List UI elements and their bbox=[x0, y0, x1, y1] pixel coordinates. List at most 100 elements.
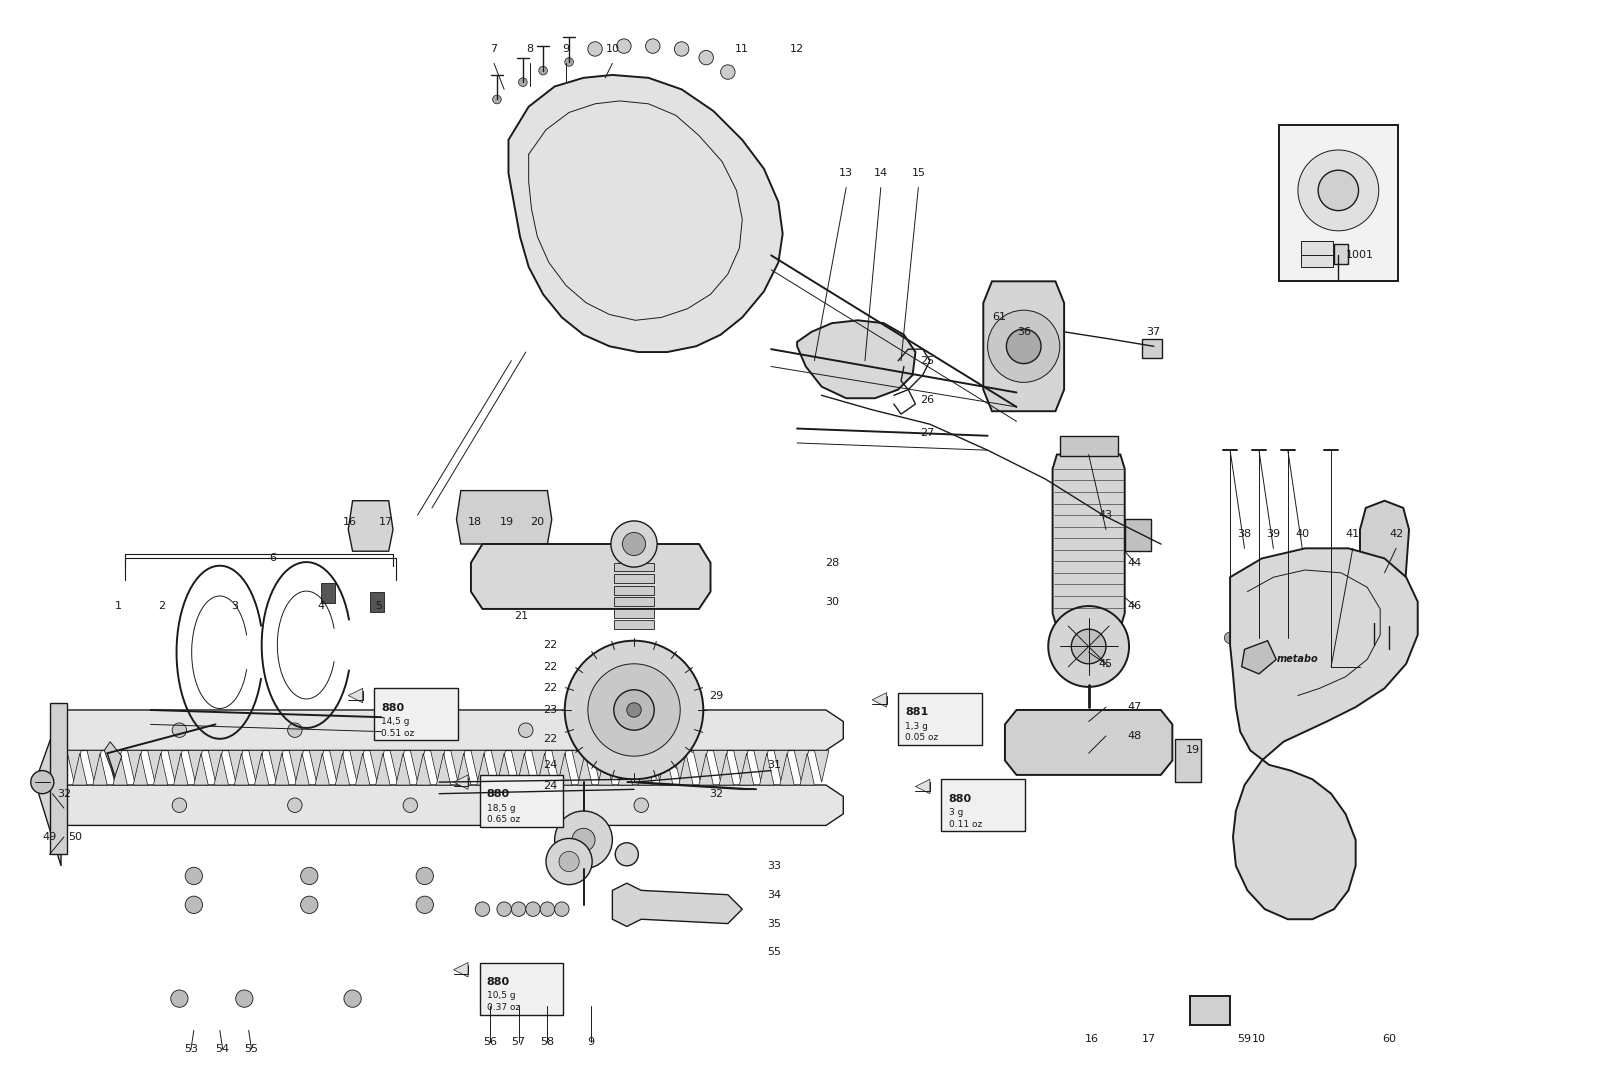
Polygon shape bbox=[229, 751, 243, 782]
Circle shape bbox=[186, 867, 203, 885]
Polygon shape bbox=[430, 751, 445, 782]
Text: 55: 55 bbox=[245, 1044, 259, 1054]
Polygon shape bbox=[309, 751, 323, 782]
Text: 36: 36 bbox=[1016, 326, 1030, 337]
Polygon shape bbox=[659, 753, 674, 786]
Text: 881: 881 bbox=[906, 707, 928, 717]
Polygon shape bbox=[800, 753, 814, 786]
Polygon shape bbox=[376, 753, 390, 786]
Text: 5: 5 bbox=[374, 601, 382, 611]
Polygon shape bbox=[613, 751, 627, 782]
Bar bbox=[614, 597, 654, 606]
Polygon shape bbox=[613, 883, 742, 927]
Circle shape bbox=[587, 664, 680, 756]
Text: 40: 40 bbox=[1294, 529, 1309, 539]
Circle shape bbox=[475, 902, 490, 916]
Polygon shape bbox=[1360, 500, 1410, 623]
Polygon shape bbox=[754, 751, 768, 782]
Polygon shape bbox=[470, 751, 485, 782]
Text: 42: 42 bbox=[1389, 529, 1403, 539]
Bar bbox=[1334, 244, 1349, 264]
Polygon shape bbox=[454, 963, 469, 977]
Polygon shape bbox=[451, 751, 466, 782]
Text: 24: 24 bbox=[542, 759, 557, 770]
Bar bbox=[941, 779, 1026, 831]
Polygon shape bbox=[86, 751, 101, 782]
Circle shape bbox=[634, 722, 648, 738]
Polygon shape bbox=[410, 751, 424, 782]
Polygon shape bbox=[814, 751, 829, 782]
Circle shape bbox=[416, 867, 434, 885]
Polygon shape bbox=[477, 753, 491, 786]
Text: 0.37 oz: 0.37 oz bbox=[486, 1003, 520, 1012]
Polygon shape bbox=[1142, 339, 1162, 358]
Polygon shape bbox=[1190, 996, 1230, 1025]
Text: 56: 56 bbox=[483, 1037, 496, 1047]
Text: 31: 31 bbox=[766, 759, 781, 770]
Circle shape bbox=[1253, 632, 1264, 644]
Circle shape bbox=[498, 902, 512, 916]
Text: 49: 49 bbox=[42, 832, 56, 842]
Circle shape bbox=[301, 867, 318, 885]
Text: 22: 22 bbox=[542, 640, 557, 650]
Circle shape bbox=[1224, 632, 1235, 644]
Polygon shape bbox=[1242, 641, 1277, 673]
Circle shape bbox=[1282, 632, 1293, 644]
Polygon shape bbox=[370, 592, 384, 611]
Polygon shape bbox=[984, 282, 1064, 411]
Polygon shape bbox=[128, 751, 142, 782]
Polygon shape bbox=[390, 751, 405, 782]
Polygon shape bbox=[330, 751, 344, 782]
Circle shape bbox=[288, 798, 302, 813]
Circle shape bbox=[518, 722, 533, 738]
Polygon shape bbox=[531, 751, 546, 782]
Text: 35: 35 bbox=[766, 918, 781, 928]
Circle shape bbox=[173, 722, 187, 738]
Circle shape bbox=[622, 532, 645, 556]
Polygon shape bbox=[147, 751, 162, 782]
Circle shape bbox=[288, 722, 302, 738]
Polygon shape bbox=[797, 320, 915, 398]
Bar bbox=[1059, 436, 1117, 456]
Text: 1001: 1001 bbox=[1346, 250, 1374, 260]
Text: 8: 8 bbox=[526, 44, 534, 54]
Circle shape bbox=[344, 990, 362, 1007]
Circle shape bbox=[614, 690, 654, 730]
Bar bbox=[898, 693, 982, 744]
Polygon shape bbox=[674, 751, 688, 782]
Polygon shape bbox=[322, 583, 336, 603]
Text: 26: 26 bbox=[920, 395, 934, 405]
Text: 45: 45 bbox=[1099, 659, 1114, 669]
Polygon shape bbox=[598, 753, 613, 786]
Text: 7: 7 bbox=[491, 44, 498, 54]
Circle shape bbox=[558, 852, 579, 871]
Circle shape bbox=[493, 95, 501, 103]
Text: 41: 41 bbox=[1346, 529, 1360, 539]
Circle shape bbox=[403, 722, 418, 738]
Polygon shape bbox=[739, 753, 754, 786]
Circle shape bbox=[171, 990, 189, 1007]
Polygon shape bbox=[618, 753, 632, 786]
Polygon shape bbox=[454, 775, 469, 790]
Polygon shape bbox=[498, 753, 512, 786]
Text: 27: 27 bbox=[920, 428, 934, 437]
Polygon shape bbox=[72, 753, 86, 786]
Text: 18: 18 bbox=[469, 518, 482, 528]
Circle shape bbox=[571, 828, 595, 852]
Polygon shape bbox=[154, 753, 168, 786]
Polygon shape bbox=[355, 753, 370, 786]
Text: 13: 13 bbox=[838, 168, 853, 178]
Circle shape bbox=[546, 839, 592, 885]
Text: 53: 53 bbox=[184, 1044, 198, 1054]
Text: 54: 54 bbox=[216, 1044, 230, 1054]
Bar bbox=[614, 562, 654, 571]
Polygon shape bbox=[714, 751, 728, 782]
Polygon shape bbox=[470, 544, 710, 609]
Text: 16: 16 bbox=[1085, 1034, 1099, 1044]
Polygon shape bbox=[214, 753, 229, 786]
Circle shape bbox=[235, 990, 253, 1007]
Polygon shape bbox=[35, 710, 61, 866]
Polygon shape bbox=[208, 751, 222, 782]
Polygon shape bbox=[578, 753, 592, 786]
Text: 10: 10 bbox=[605, 44, 619, 54]
